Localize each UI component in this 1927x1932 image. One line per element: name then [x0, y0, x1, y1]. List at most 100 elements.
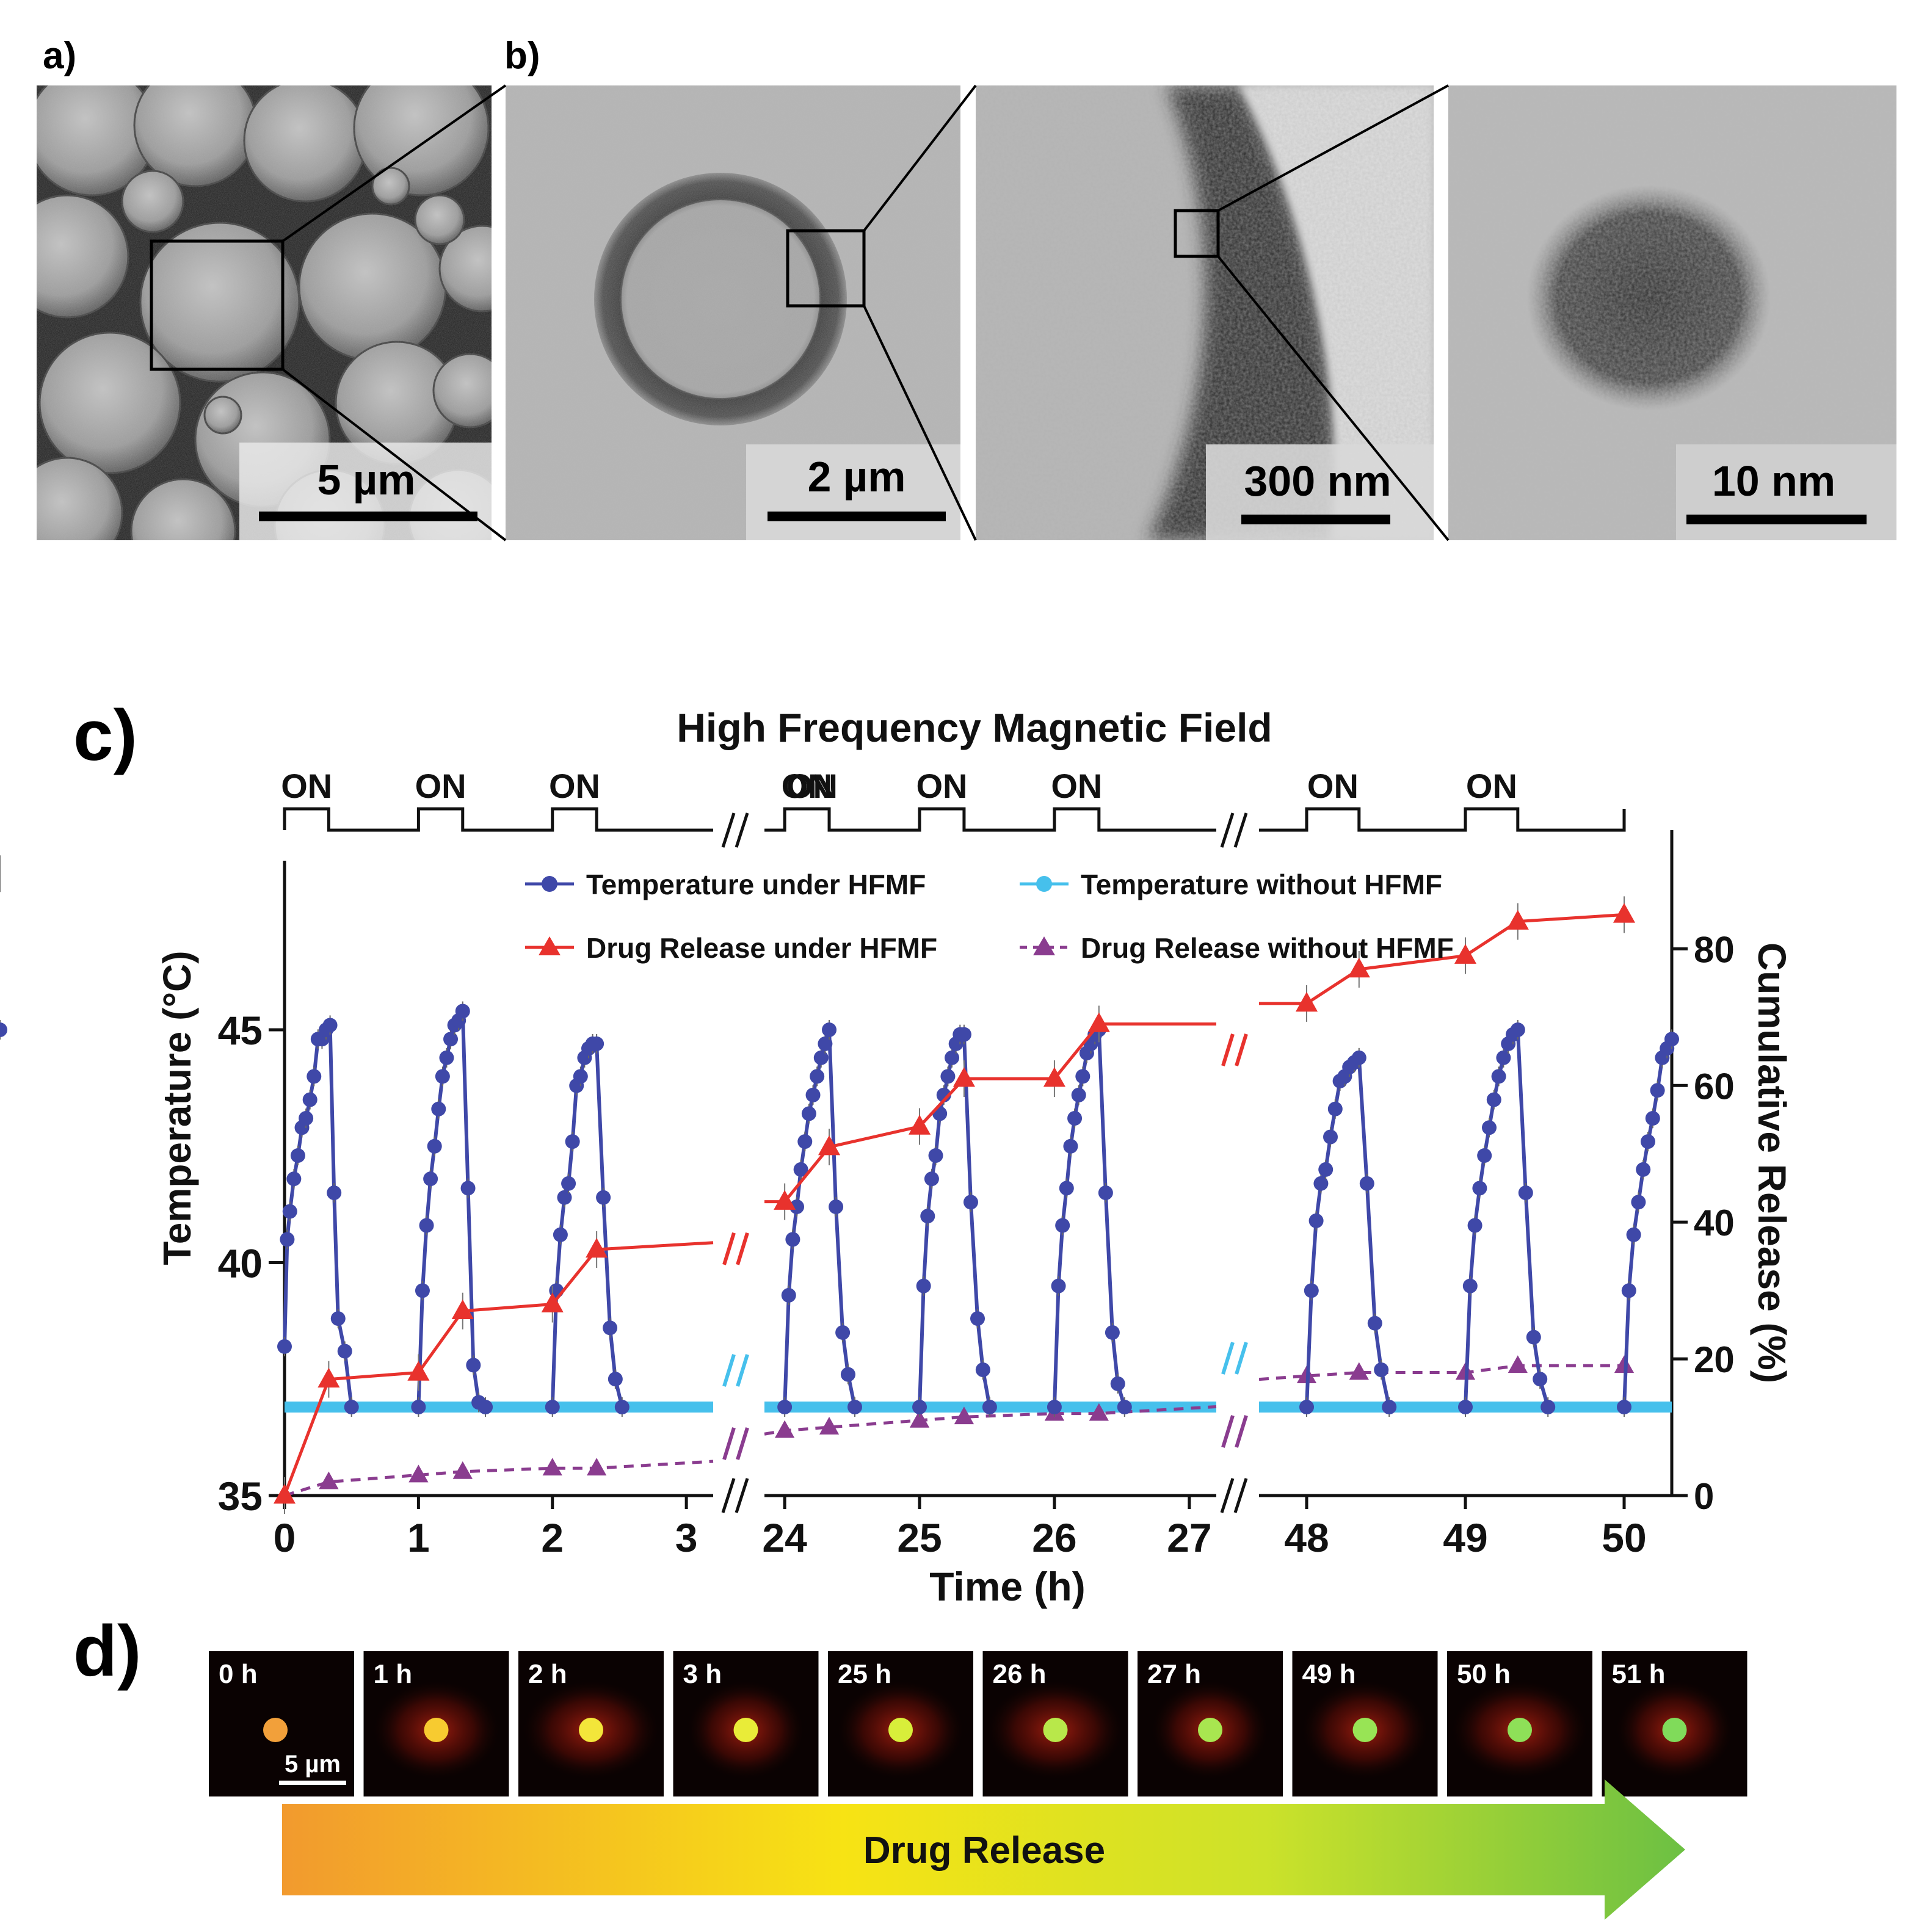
temp-on-point: [1467, 1218, 1482, 1233]
temp-on-point: [327, 1185, 342, 1201]
chart-title: High Frequency Magnetic Field: [677, 705, 1272, 750]
temp-on-point: [561, 1176, 576, 1191]
temp-on-point: [1518, 1185, 1533, 1201]
y-tick-label: 45: [218, 1008, 263, 1053]
temp-on-point: [928, 1148, 943, 1163]
temp-on-point: [1055, 1218, 1070, 1233]
temp-on-point: [1299, 1400, 1314, 1415]
legend-marker: [1033, 936, 1055, 955]
field-on-label: ON: [916, 767, 967, 805]
temp-on-point: [1313, 1176, 1329, 1191]
axis-break: [721, 1478, 749, 1513]
series-break: [1221, 1415, 1248, 1448]
release-off-point: [774, 1420, 795, 1438]
microsphere: [424, 1718, 449, 1742]
y2-tick-label: 20: [1694, 1339, 1735, 1380]
legend-label: Drug Release without HFMF: [1081, 932, 1454, 964]
timelapse-frame: 1 h: [363, 1651, 509, 1796]
x-axis-label: Time (h): [929, 1564, 1085, 1609]
trace-break: [1220, 812, 1248, 848]
legend-marker: [1036, 876, 1052, 892]
microsphere: [1198, 1718, 1222, 1742]
release-on-point: [318, 1367, 340, 1387]
temp-on-point: [1063, 1138, 1078, 1154]
x-tick-label: 0: [274, 1515, 296, 1560]
scale-bar: [259, 512, 477, 521]
field-trace-segment: [1259, 807, 1626, 832]
frame-time-label: 49 h: [1302, 1659, 1356, 1689]
temp-on-point: [982, 1400, 997, 1415]
temp-on-point: [1067, 1111, 1083, 1126]
temp-on-point: [431, 1101, 446, 1116]
y2-tick-label: 0: [1694, 1476, 1714, 1517]
temp-on-point: [1323, 1129, 1338, 1145]
y-axis-label: Temperature (°C): [155, 950, 199, 1265]
release-on-point: [407, 1361, 430, 1381]
timelapse-frame: 26 h: [982, 1651, 1128, 1796]
release-on-point: [1506, 910, 1529, 930]
temp-on-point: [1075, 1069, 1091, 1084]
temp-on-point: [1626, 1227, 1641, 1242]
temp-on-point: [785, 1232, 800, 1247]
temp-on-point: [777, 1400, 793, 1415]
series-break: [722, 1427, 749, 1460]
x-tick-label: 1: [407, 1515, 430, 1560]
frame-time-label: 1 h: [374, 1659, 413, 1689]
temp-on-point: [924, 1171, 939, 1187]
temp-on-point: [565, 1134, 580, 1149]
panel-label-d: d): [73, 1611, 141, 1691]
temp-on-point: [810, 1069, 825, 1084]
scale-bar-label: 10 nm: [1712, 457, 1835, 505]
legend-label: Temperature under HFMF: [586, 869, 926, 900]
temp-on-point: [1047, 1400, 1062, 1415]
temp-on-point: [460, 1181, 476, 1196]
x-tick-label: 27: [1167, 1515, 1211, 1560]
release-on-point: [1348, 957, 1370, 978]
temp-on-point: [1318, 1162, 1334, 1177]
scale-bar-label: 5 µm: [318, 456, 416, 504]
temp-on-point: [1098, 1185, 1113, 1201]
temp-on-point: [1482, 1120, 1497, 1135]
frame-time-label: 3 h: [683, 1659, 722, 1689]
x-tick-label: 26: [1032, 1515, 1076, 1560]
temp-on-point: [280, 1232, 295, 1247]
release-off-point: [819, 1417, 840, 1435]
frame-time-label: 51 h: [1612, 1659, 1666, 1689]
axis-break: [1220, 1478, 1248, 1513]
release-off-point: [408, 1464, 429, 1483]
temp-on-point: [1327, 1101, 1343, 1116]
legend-item: Temperature without HFMF: [1020, 869, 1442, 900]
x-tick-label: 24: [762, 1515, 807, 1560]
temp-on-point: [1308, 1213, 1324, 1228]
sem-micrograph: [37, 85, 492, 540]
temp-on-point: [1059, 1181, 1074, 1196]
arrow-label: Drug Release: [863, 1829, 1105, 1872]
scale-bar: [768, 512, 946, 521]
legend-item: Drug Release without HFMF: [1020, 932, 1454, 964]
frame-time-label: 50 h: [1457, 1659, 1511, 1689]
scale-bar-label: 2 µm: [808, 453, 906, 501]
y2-tick-label: 60: [1694, 1066, 1735, 1107]
series-break: [722, 1232, 749, 1265]
temp-on-point: [557, 1190, 572, 1205]
temp-on-point: [344, 1400, 359, 1415]
timelapse-frame: 51 h: [1602, 1651, 1747, 1796]
timelapse-frame: 50 h: [1447, 1651, 1592, 1796]
release-off-point: [1349, 1362, 1369, 1380]
temp-on-point: [330, 1311, 346, 1326]
temp-on-point: [840, 1367, 855, 1382]
temp-on-point: [940, 1069, 956, 1084]
temp-on-point: [589, 1036, 604, 1051]
temp-on-point: [975, 1362, 990, 1377]
field-on-label: ON: [415, 767, 466, 805]
x-tick-label: 2: [541, 1515, 564, 1560]
field-on-label: ON: [786, 767, 838, 805]
series-break: [722, 1354, 749, 1387]
release-on-point: [586, 1237, 608, 1258]
release-on-point: [818, 1135, 841, 1156]
field-on-label: ON: [1307, 767, 1359, 805]
zoom-box: [1174, 209, 1220, 258]
y2-tick-label: 80: [1694, 929, 1735, 970]
